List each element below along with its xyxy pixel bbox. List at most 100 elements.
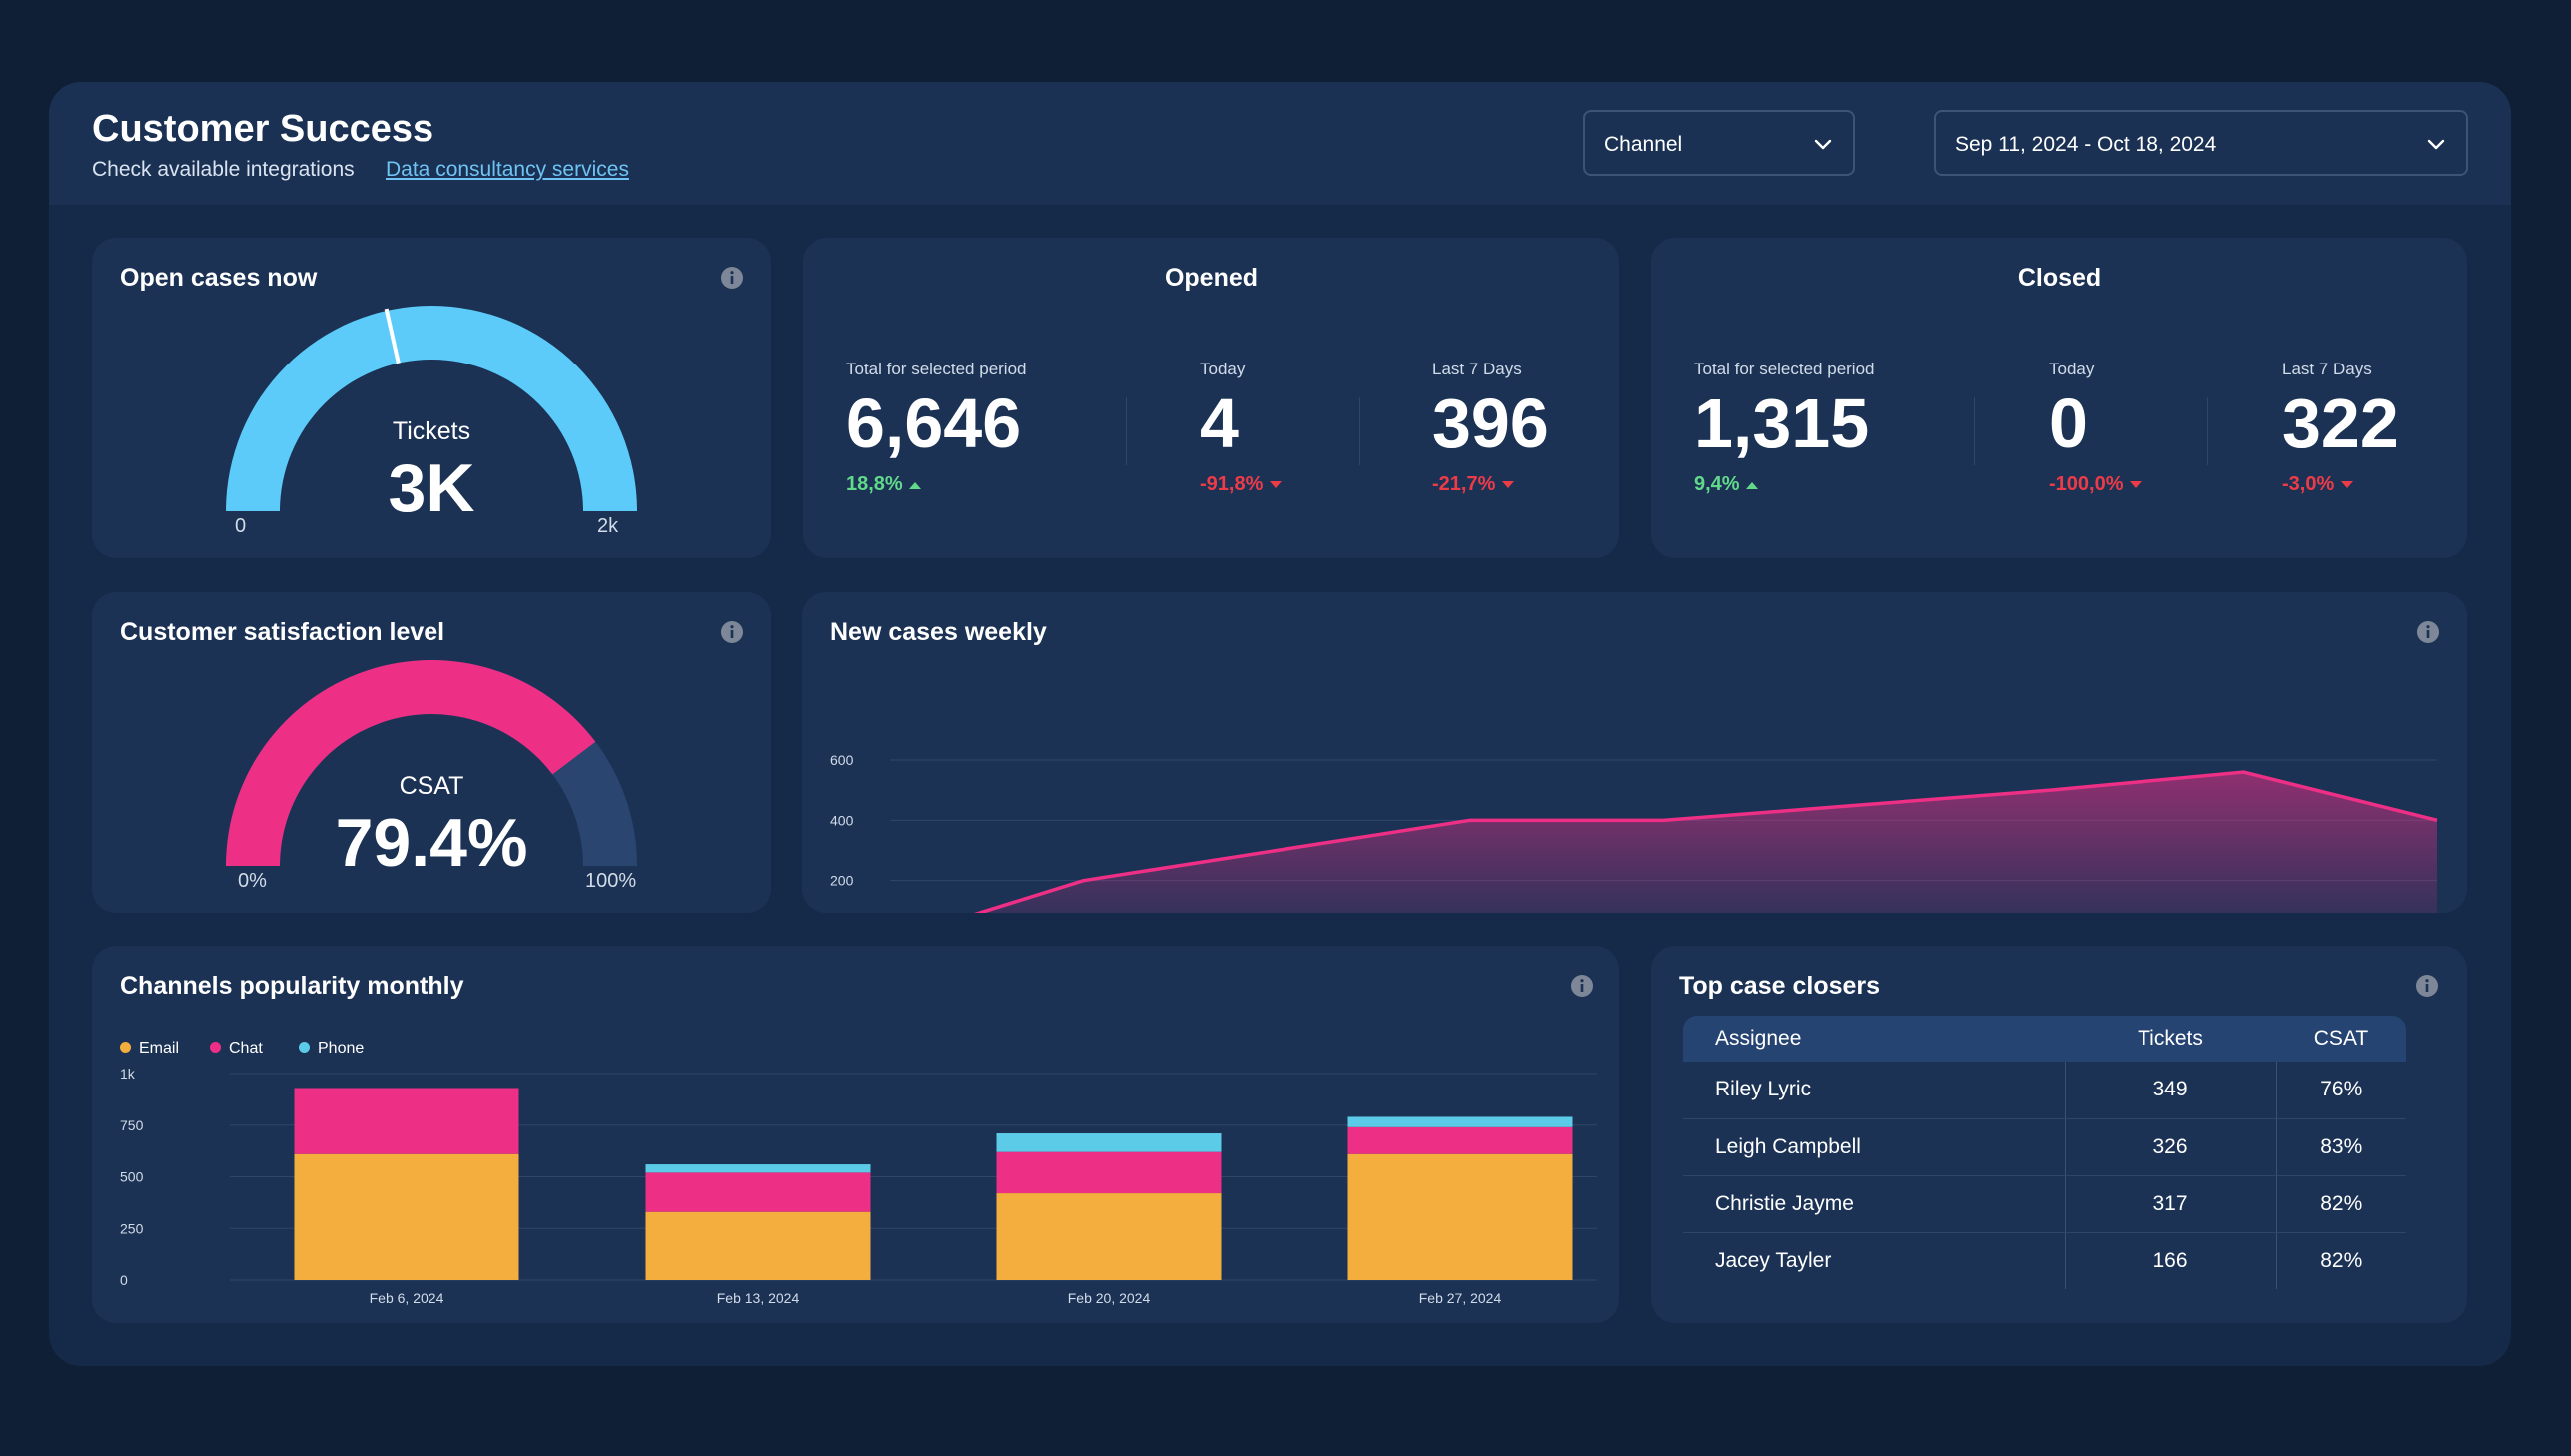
- opened-total-value: 6,646: [846, 384, 1022, 462]
- column-header-csat[interactable]: CSAT: [2313, 1027, 2369, 1050]
- legend-label: Email: [139, 1040, 180, 1057]
- page-subtitle: Check available integrations: [92, 158, 355, 181]
- table-row[interactable]: Jacey Tayler 166 82%: [1683, 1232, 2406, 1289]
- closers-title: Top case closers: [1679, 972, 1881, 1000]
- gauge-min-label: 0%: [238, 870, 267, 892]
- legend-item-chat[interactable]: Chat: [210, 1040, 263, 1058]
- csat-cell: 76%: [2275, 1062, 2406, 1119]
- legend-item-phone[interactable]: Phone: [299, 1040, 364, 1058]
- info-icon[interactable]: [720, 266, 744, 290]
- bar-segment-phone[interactable]: [645, 1164, 871, 1173]
- legend-dot: [210, 1042, 221, 1053]
- date-range-value: Sep 11, 2024 - Oct 18, 2024: [1955, 133, 2217, 156]
- legend-label: Phone: [318, 1040, 365, 1057]
- bar-segment-phone[interactable]: [996, 1133, 1222, 1152]
- closed-total-label: Total for selected period: [1694, 360, 1875, 378]
- column-header-tickets[interactable]: Tickets: [2138, 1027, 2203, 1050]
- open-cases-value: 3K: [388, 450, 475, 526]
- table-row[interactable]: Leigh Campbell 326 83%: [1683, 1118, 2406, 1176]
- arrow-down-icon: [1501, 481, 1514, 488]
- bar-segment-email[interactable]: [294, 1153, 519, 1280]
- table-row[interactable]: Christie Jayme 317 82%: [1683, 1175, 2406, 1233]
- area-fill: [979, 772, 2437, 913]
- x-tick-label: Feb 6, 2024: [370, 1290, 444, 1306]
- bar-segment-chat[interactable]: [1347, 1126, 1573, 1154]
- gauge-arc: [226, 660, 596, 866]
- open-cases-gauge: [226, 306, 637, 511]
- y-tick-label: 1k: [120, 1066, 136, 1082]
- open-cases-card: Open cases now Tickets 3K 0 2k: [92, 238, 771, 558]
- channels-bar-chart: 1k 750 500 250 0 Feb 6, 2024 Feb 13, 2024 Feb 2…: [120, 1066, 1597, 1306]
- opened-week-value: 396: [1432, 384, 1549, 462]
- bar-segment-email[interactable]: [1347, 1153, 1573, 1280]
- y-tick-label: 500: [120, 1169, 144, 1185]
- closed-total-delta: 9,4%: [1694, 473, 1759, 496]
- info-icon[interactable]: [2416, 620, 2440, 644]
- bar-segment-chat[interactable]: [645, 1172, 871, 1212]
- gauge-arc: [226, 306, 637, 511]
- csat-cell: 82%: [2275, 1232, 2406, 1289]
- column-header-assignee[interactable]: Assignee: [1715, 1027, 1802, 1050]
- assignee-cell: Riley Lyric: [1683, 1062, 2065, 1119]
- closed-week-delta: -3,0%: [2282, 473, 2354, 496]
- channel-select-value: Channel: [1604, 133, 1683, 156]
- opened-today-delta: -91,8%: [1200, 473, 1283, 496]
- bar-segment-email[interactable]: [996, 1193, 1222, 1280]
- arrow-up-icon: [1746, 482, 1759, 489]
- bar-segment-chat[interactable]: [294, 1088, 519, 1154]
- divider: [1974, 397, 1975, 465]
- closed-title: Closed: [2017, 264, 2102, 292]
- csat-value: 79.4%: [335, 805, 528, 881]
- info-icon[interactable]: [2415, 974, 2439, 998]
- bar-segment-chat[interactable]: [996, 1151, 1222, 1194]
- chevron-down-icon: [2427, 139, 2445, 150]
- table-header-row: Assignee Tickets CSAT: [1683, 1016, 2406, 1062]
- channel-select[interactable]: Channel: [1583, 110, 1855, 176]
- y-tick-label: 0: [120, 1272, 128, 1288]
- closed-week-label: Last 7 Days: [2282, 360, 2372, 378]
- csat-label: CSAT: [399, 772, 464, 800]
- opened-card: Opened Total for selected period 6,646 1…: [803, 238, 1619, 558]
- tickets-cell: 317: [2064, 1175, 2276, 1233]
- table-row[interactable]: Riley Lyric 349 76%: [1683, 1062, 2406, 1119]
- page-title: Customer Success: [92, 108, 434, 150]
- legend-label: Chat: [229, 1040, 263, 1057]
- closed-today-value: 0: [2049, 384, 2088, 462]
- new-cases-title: New cases weekly: [830, 618, 1047, 646]
- info-icon[interactable]: [720, 620, 744, 644]
- gauge-min-label: 0: [235, 515, 247, 537]
- channels-card: Channels popularity monthly Email Chat P…: [92, 946, 1619, 1323]
- arrow-down-icon: [2130, 481, 2142, 488]
- bar-segment-phone[interactable]: [1347, 1116, 1573, 1127]
- csat-cell: 83%: [2275, 1118, 2406, 1176]
- open-cases-title: Open cases now: [120, 264, 318, 292]
- closed-total-value: 1,315: [1694, 384, 1870, 462]
- arrow-down-icon: [2340, 481, 2353, 488]
- data-consultancy-link[interactable]: Data consultancy services: [386, 158, 629, 181]
- opened-today-label: Today: [1200, 360, 1246, 378]
- info-icon[interactable]: [1570, 974, 1594, 998]
- x-tick-label: Feb 20, 2024: [1068, 1290, 1151, 1306]
- closed-week-value: 322: [2282, 384, 2399, 462]
- date-range-select[interactable]: Sep 11, 2024 - Oct 18, 2024: [1934, 110, 2468, 176]
- y-tick-label: 600: [830, 752, 854, 768]
- opened-week-delta: -21,7%: [1432, 473, 1515, 496]
- divider: [1359, 397, 1360, 465]
- arrow-down-icon: [1269, 481, 1282, 488]
- closed-today-label: Today: [2049, 360, 2095, 378]
- bar-segment-email[interactable]: [645, 1211, 871, 1280]
- assignee-cell: Leigh Campbell: [1683, 1118, 2065, 1176]
- arrow-up-icon: [909, 482, 922, 489]
- gauge-max-label: 2k: [597, 515, 619, 537]
- assignee-cell: Christie Jayme: [1683, 1175, 2065, 1233]
- y-tick-label: 200: [830, 873, 854, 889]
- legend-item-email[interactable]: Email: [120, 1040, 179, 1058]
- channels-title: Channels popularity monthly: [120, 972, 464, 1000]
- opened-today-value: 4: [1200, 384, 1239, 462]
- dashboard-frame: Customer Success Check available integra…: [49, 82, 2511, 1366]
- x-tick-label: Feb 27, 2024: [1419, 1290, 1502, 1306]
- y-tick-label: 400: [830, 812, 854, 828]
- closed-today-delta: -100,0%: [2049, 473, 2142, 496]
- open-cases-label: Tickets: [392, 417, 471, 445]
- x-tick-label: Feb 13, 2024: [717, 1290, 800, 1306]
